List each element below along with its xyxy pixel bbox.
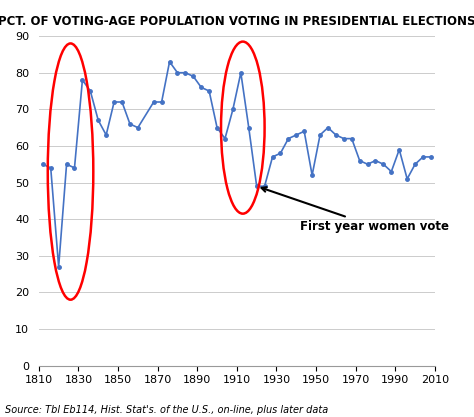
Text: First year women vote: First year women vote	[262, 187, 449, 233]
Text: Source: Tbl Eb114, Hist. Stat's. of the U.S., on-line, plus later data: Source: Tbl Eb114, Hist. Stat's. of the …	[5, 405, 328, 415]
Title: PCT. OF VOTING-AGE POPULATION VOTING IN PRESIDENTIAL ELECTIONS: PCT. OF VOTING-AGE POPULATION VOTING IN …	[0, 15, 474, 28]
